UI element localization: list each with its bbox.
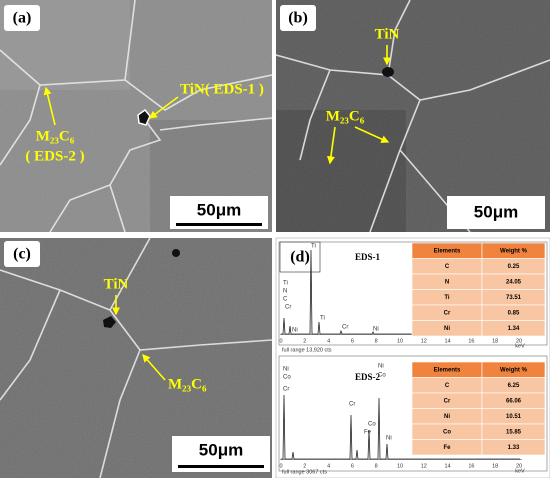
annotation: TiN <box>375 26 400 42</box>
table-cell-bg <box>481 320 546 337</box>
annotation: M₂₃C₆ <box>168 376 207 392</box>
peak-label: N <box>283 289 287 295</box>
annotation: ( EDS-2 ) <box>25 148 84 164</box>
table-cell: Cr <box>444 398 451 404</box>
annotation: TiN( EDS-1 ) <box>180 81 264 97</box>
table-header: Weight % <box>500 367 528 373</box>
table-cell: C <box>445 264 450 270</box>
table-cell: Ni <box>444 326 450 332</box>
peak-label: Ni <box>373 327 379 333</box>
peak-label: Fe <box>364 430 372 436</box>
peak-label: Ni <box>378 364 384 370</box>
table-cell: Co <box>443 429 451 435</box>
panel-label: (d) <box>290 249 310 266</box>
peak-label: Ni <box>292 328 298 334</box>
axis-unit: keV <box>515 343 525 349</box>
x-tick-label: 8 <box>375 338 378 344</box>
spectrum-title: EDS-2 <box>355 372 381 382</box>
peak-label: Cr <box>285 305 291 311</box>
peak-label: Ti <box>320 316 325 322</box>
peak-label: Co <box>378 373 386 379</box>
x-tick-label: 4 <box>327 463 330 469</box>
x-tick-label: 2 <box>303 338 306 344</box>
x-tick-label: 4 <box>327 338 330 344</box>
table-cell: 0.85 <box>508 310 520 316</box>
x-tick-label: 8 <box>375 463 378 469</box>
scale-bar-label: 50μm <box>197 200 241 219</box>
x-tick-label: 6 <box>351 338 354 344</box>
x-tick-label: 18 <box>492 338 498 344</box>
x-tick-label: 20 <box>516 463 522 469</box>
x-tick-label: 18 <box>492 463 498 469</box>
x-tick-label: 12 <box>421 463 427 469</box>
table-cell: 73.51 <box>506 295 522 301</box>
x-tick-label: 0 <box>279 463 282 469</box>
table-cell: 15.85 <box>506 429 522 435</box>
x-tick-label: 14 <box>445 463 451 469</box>
table-cell: 0.25 <box>508 264 520 270</box>
peak-label: Ni <box>386 436 392 442</box>
x-tick-label: 12 <box>421 338 427 344</box>
table-cell: Ni <box>444 414 450 420</box>
axis-unit: keV <box>515 468 525 474</box>
panel-c: (c) TiN M₂₃C₆ 50μm <box>0 237 273 478</box>
table-header: Weight % <box>500 248 528 254</box>
peak-label: Cr <box>283 387 289 393</box>
x-tick-label: 0 <box>279 338 282 344</box>
x-tick-label: 10 <box>397 338 403 344</box>
x-tick-label: 20 <box>516 338 522 344</box>
table-cell: Ti <box>444 295 450 301</box>
table-cell: 1.33 <box>508 445 520 451</box>
table-cell: Cr <box>444 310 451 316</box>
x-tick-label: 6 <box>351 463 354 469</box>
table-cell: N <box>445 279 449 285</box>
x-tick-label: 16 <box>468 463 474 469</box>
table-cell: Fe <box>443 445 451 451</box>
table-cell: C <box>445 383 450 389</box>
x-tick-label: 2 <box>303 463 306 469</box>
panel-label: (a) <box>13 10 32 27</box>
annotation: TiN <box>104 276 129 292</box>
scale-bar-label: 50μm <box>474 202 518 221</box>
table-cell: 1.34 <box>508 326 520 332</box>
peak-label: Co <box>368 422 376 428</box>
peak-label: Ni <box>283 367 289 373</box>
panel-label: (c) <box>13 246 31 263</box>
spectrum-range: full range 3067 cts <box>282 469 327 475</box>
x-tick-label: 14 <box>445 338 451 344</box>
table-header: Elements <box>434 248 461 254</box>
table-cell-bg <box>481 439 546 456</box>
spectrum-range: full range 13,920 cts <box>282 347 332 353</box>
peak-label: Co <box>283 375 291 381</box>
peak-label: Ti <box>283 281 288 287</box>
spectrum-title: EDS-1 <box>355 252 381 262</box>
table-header: Elements <box>434 367 461 373</box>
peak-label: Ti <box>311 244 316 250</box>
peak-label: Cr <box>342 325 348 331</box>
panel-label: (b) <box>288 10 308 27</box>
x-tick-label: 16 <box>468 338 474 344</box>
x-tick-label: 10 <box>397 463 403 469</box>
peak-label: Cr <box>349 402 355 408</box>
peak-label: C <box>283 297 288 303</box>
table-cell: 6.25 <box>508 383 520 389</box>
table-cell: 66.06 <box>506 398 522 404</box>
scale-bar-label: 50μm <box>199 440 243 459</box>
table-cell: 10.51 <box>506 414 522 420</box>
panel-b: (b) TiN M₂₃C₆ 50μm <box>275 0 550 233</box>
table-cell: 24.05 <box>506 279 522 285</box>
annotation: M₂₃C₆ <box>36 128 75 144</box>
annotation: M₂₃C₆ <box>326 108 365 124</box>
panel-a: (a) TiN( EDS-1 ) M₂₃C₆ ( EDS-2 ) 50μm <box>0 0 273 233</box>
